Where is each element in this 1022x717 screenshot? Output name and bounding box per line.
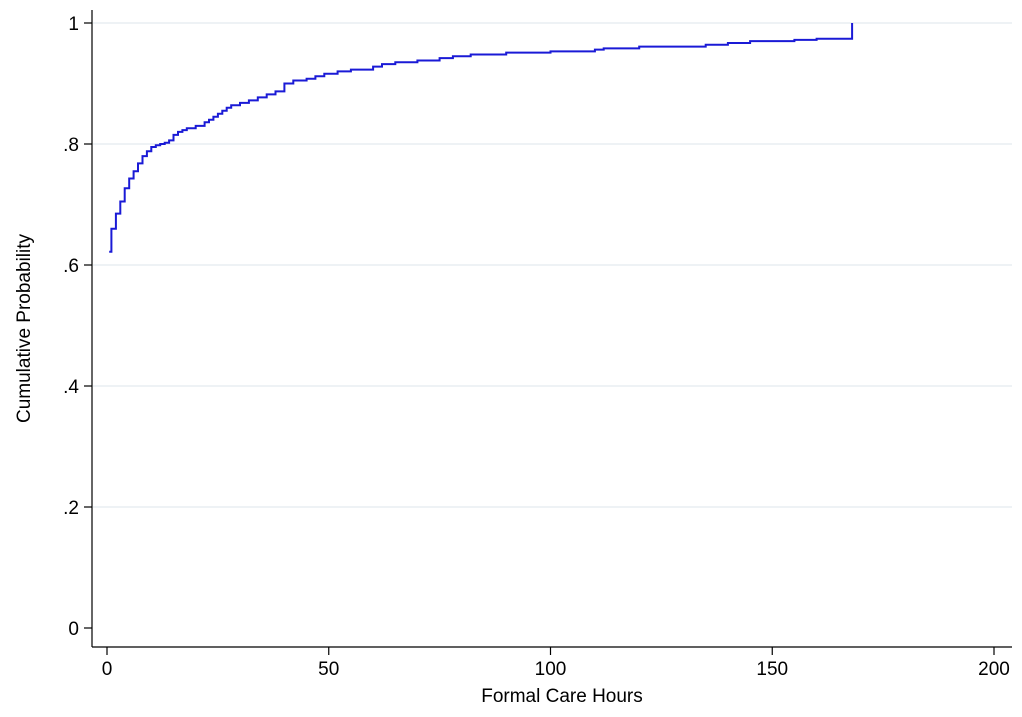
- axes: [91, 10, 1012, 648]
- y-tick-label: 0: [68, 619, 79, 640]
- cdf-series-line: [109, 23, 854, 253]
- y-tick-label: .4: [63, 377, 79, 398]
- grid-lines: [93, 22, 1012, 508]
- x-axis-title: Formal Care Hours: [481, 686, 643, 707]
- x-tick-label: 200: [978, 659, 1010, 680]
- y-tick-label: .2: [63, 498, 79, 519]
- y-axis-title: Cumulative Probability: [14, 233, 35, 423]
- x-tick-label: 0: [102, 659, 113, 680]
- y-axis-ticks: 0 .2 .4 .6 .8 1: [63, 14, 92, 640]
- y-tick-label: .8: [63, 135, 79, 156]
- x-tick-label: 100: [535, 659, 567, 680]
- x-tick-label: 50: [318, 659, 339, 680]
- y-tick-label: .6: [63, 256, 79, 277]
- x-tick-label: 150: [756, 659, 788, 680]
- y-tick-label: 1: [68, 14, 79, 35]
- x-axis-ticks: 0 50 100 150 200: [102, 647, 1010, 680]
